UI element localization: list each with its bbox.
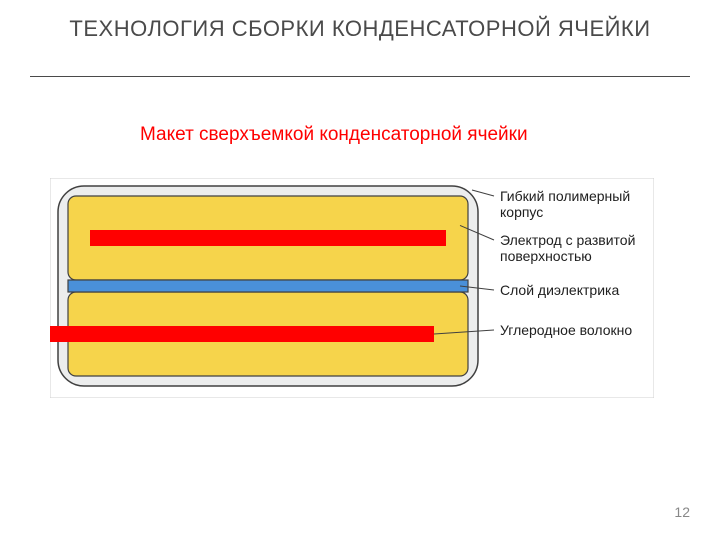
label-housing: Гибкий полимерный корпус — [500, 188, 648, 220]
label-dielectric: Слой диэлектрика — [500, 282, 648, 298]
capacitor-cell-diagram: Гибкий полимерный корпус Электрод с разви… — [50, 178, 654, 398]
label-fiber: Углеродное волокно — [500, 322, 648, 338]
carbon-fiber-bottom — [50, 326, 434, 342]
dielectric-layer — [68, 280, 468, 292]
page-number: 12 — [674, 504, 690, 520]
title-rule — [30, 76, 690, 77]
slide-title: ТЕХНОЛОГИЯ СБОРКИ КОНДЕНСАТОРНОЙ ЯЧЕЙКИ — [30, 16, 690, 42]
carbon-fiber-top — [90, 230, 446, 246]
subtitle: Макет сверхъемкой конденсаторной ячейки — [140, 124, 540, 147]
label-electrode: Электрод с развитой поверхностью — [500, 232, 648, 264]
